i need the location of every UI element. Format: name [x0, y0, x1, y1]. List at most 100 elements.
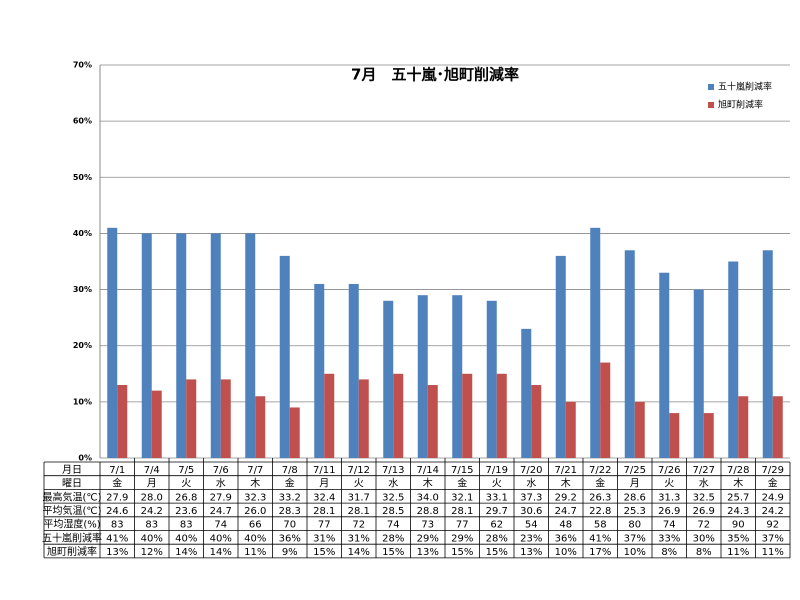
- table-cell: 7/22: [589, 465, 611, 476]
- table-cell: 40%: [210, 533, 232, 544]
- row-header: 最高気温(℃): [42, 490, 101, 503]
- table-cell: 7/14: [417, 465, 439, 476]
- table-cell: 27.9: [210, 492, 232, 503]
- table-cell: 13%: [417, 547, 439, 558]
- table-cell: 13%: [520, 547, 542, 558]
- table-cell: 83: [145, 520, 158, 531]
- table-cell: 木: [423, 478, 433, 490]
- table-cell: 37%: [762, 533, 784, 544]
- table-cell: 33.1: [486, 492, 508, 503]
- bar: [634, 401, 645, 458]
- table-cell: 24.6: [106, 506, 128, 517]
- table-cell: 木: [250, 478, 260, 490]
- table-cell: 28.1: [348, 506, 370, 517]
- table-cell: 74: [663, 520, 676, 531]
- table-cell: 30%: [693, 533, 715, 544]
- bar: [383, 300, 394, 458]
- table-cell: 30.6: [520, 506, 542, 517]
- table-cell: 77: [456, 520, 469, 531]
- y-tick-label: 60%: [73, 117, 92, 126]
- bar: [117, 385, 128, 458]
- table-cell: 54: [525, 520, 538, 531]
- table-cell: 26.0: [244, 506, 266, 517]
- table-cell: 水: [699, 478, 709, 490]
- table-cell: 8%: [696, 547, 712, 558]
- table-cell: 7/12: [348, 465, 370, 476]
- legend-swatch: [708, 102, 714, 108]
- bar: [107, 227, 118, 458]
- table-cell: 月: [630, 478, 640, 490]
- table-cell: 金: [595, 477, 605, 490]
- bar: [728, 261, 739, 458]
- table-cell: 28.6: [624, 492, 646, 503]
- bar: [151, 390, 162, 458]
- table-cell: 月: [319, 478, 329, 490]
- table-cell: 28.0: [141, 492, 163, 503]
- table-cell: 29.7: [486, 506, 508, 517]
- table-cell: 29.2: [555, 492, 577, 503]
- table-cell: 24.2: [141, 506, 163, 517]
- table-cell: 23.6: [175, 506, 197, 517]
- legend-label: 旭町削減率: [718, 99, 763, 111]
- bar: [496, 373, 507, 458]
- bar: [417, 295, 428, 458]
- table-cell: 34.0: [417, 492, 439, 503]
- table-cell: 37%: [624, 533, 646, 544]
- table-cell: 28.3: [279, 506, 301, 517]
- bar: [279, 255, 290, 458]
- table-cell: 水: [526, 478, 536, 490]
- table-cell: 36%: [279, 533, 301, 544]
- table-cell: 8%: [661, 547, 677, 558]
- table-cell: 24.9: [762, 492, 784, 503]
- table-cell: 木: [561, 478, 571, 490]
- table-cell: 7/20: [520, 465, 542, 476]
- table-cell: 28%: [382, 533, 404, 544]
- bar: [555, 255, 566, 458]
- bar: [659, 272, 670, 458]
- table-cell: 15%: [486, 547, 508, 558]
- table-cell: 32.4: [313, 492, 335, 503]
- table-cell: 32.1: [451, 492, 473, 503]
- y-tick-label: 20%: [73, 341, 92, 350]
- table-cell: 32.5: [693, 492, 715, 503]
- table-cell: 27.9: [106, 492, 128, 503]
- table-cell: 木: [733, 478, 743, 490]
- bar: [486, 300, 497, 458]
- table-cell: 37.3: [520, 492, 542, 503]
- table-cell: 41%: [589, 533, 611, 544]
- table-cell: 火: [492, 478, 502, 490]
- bar: [703, 413, 714, 458]
- table-cell: 35%: [727, 533, 749, 544]
- bar: [462, 373, 473, 458]
- table-cell: 31.7: [348, 492, 370, 503]
- legend-label: 五十嵐削減率: [718, 81, 772, 93]
- table-cell: 23%: [520, 533, 542, 544]
- table-cell: 80: [628, 520, 641, 531]
- table-cell: 28.1: [451, 506, 473, 517]
- chart-title: 7月 五十嵐･旭町削減率: [351, 66, 519, 84]
- table-cell: 24.7: [555, 506, 577, 517]
- table-cell: 7/25: [624, 465, 646, 476]
- table-cell: 92: [766, 520, 779, 531]
- table-cell: 62: [490, 520, 503, 531]
- table-cell: 29%: [451, 533, 473, 544]
- y-tick-label: 70%: [73, 61, 92, 70]
- table-cell: 15%: [313, 547, 335, 558]
- table-cell: 7/26: [658, 465, 680, 476]
- table-cell: 7/13: [382, 465, 404, 476]
- table-cell: 金: [768, 477, 778, 490]
- table-cell: 74: [214, 520, 227, 531]
- table-cell: 11%: [244, 547, 266, 558]
- bar: [348, 283, 359, 458]
- table-cell: 10%: [624, 547, 646, 558]
- bar: [738, 396, 749, 458]
- table-cell: 7/8: [282, 465, 298, 476]
- bar: [186, 379, 197, 458]
- table-cell: 26.3: [589, 492, 611, 503]
- table-cell: 火: [354, 478, 364, 490]
- table-cell: 7/6: [213, 465, 229, 476]
- table-cell: 29%: [417, 533, 439, 544]
- table-cell: 14%: [210, 547, 232, 558]
- table-cell: 74: [387, 520, 400, 531]
